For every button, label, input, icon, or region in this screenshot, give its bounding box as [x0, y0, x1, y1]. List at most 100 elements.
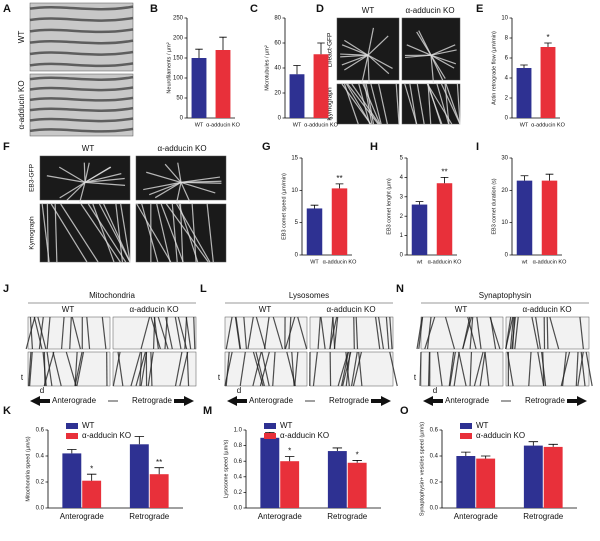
arrow-right	[371, 396, 391, 406]
bar	[215, 50, 231, 118]
y-tick-label: 0	[278, 116, 282, 122]
image-feature	[506, 351, 514, 387]
image-feature	[418, 316, 424, 350]
image-feature	[479, 351, 486, 387]
image-feature	[355, 316, 359, 350]
image-feature	[60, 203, 99, 263]
panel-title: Lysosomes	[289, 291, 329, 300]
panel-letter: O	[400, 405, 409, 417]
image-feature	[365, 83, 375, 125]
y-tick-label: 0.0	[234, 506, 243, 512]
image	[29, 2, 134, 72]
x-tick-label: wt	[416, 259, 423, 265]
image-feature	[84, 173, 122, 183]
image-feature	[66, 181, 86, 201]
error-bar	[415, 201, 424, 205]
image-feature	[430, 49, 457, 56]
image-feature	[180, 176, 221, 183]
image-feature	[370, 83, 382, 125]
y-axis-label: Mitochondria speed (µm/s)	[25, 436, 31, 501]
y-tick-label: 4	[400, 175, 404, 181]
y-tick-label: 0.0	[36, 506, 45, 512]
significance: *	[356, 451, 359, 460]
error-bar	[154, 467, 164, 475]
legend-label: α-adducin KO	[476, 431, 525, 440]
image-feature	[358, 83, 371, 125]
legend-swatch	[66, 423, 78, 429]
image-feature	[427, 83, 432, 125]
image-feature	[416, 316, 423, 350]
y-axis-label: EB3 comet speed (µm/min)	[281, 173, 287, 240]
y-tick-label: 0.4	[430, 454, 439, 460]
x-tick-label: wt	[521, 259, 528, 265]
image-feature	[351, 83, 380, 125]
x-tick-label: α-adducin KO	[531, 122, 565, 128]
image-feature	[535, 316, 542, 350]
image-feature	[473, 351, 484, 387]
image-feature	[288, 316, 292, 350]
image-feature	[448, 351, 455, 387]
y-tick-label: 0.2	[36, 480, 45, 486]
column-label: WT	[82, 144, 95, 153]
x-tick-label: α-adducin KO	[428, 259, 462, 265]
column-label: α-adducin KO	[157, 144, 206, 153]
x-tick-label: WT	[520, 122, 529, 128]
error-bar	[440, 177, 449, 184]
bar	[313, 54, 329, 118]
image-feature	[101, 316, 107, 350]
y-tick-label: 2	[400, 214, 404, 220]
image-feature	[427, 351, 431, 387]
image-feature	[512, 316, 516, 350]
image-feature	[385, 316, 390, 350]
image-feature	[185, 316, 192, 350]
image-feature	[180, 181, 216, 194]
y-tick-label: 30	[501, 156, 508, 162]
image-feature	[135, 351, 146, 387]
y-axis-label: Neurofilaments / µm²	[166, 42, 172, 93]
image-feature	[25, 316, 36, 350]
y-tick-label: 1	[400, 233, 404, 239]
error-bar	[219, 36, 227, 50]
significance: *	[90, 464, 93, 473]
image	[309, 351, 394, 387]
image-feature	[462, 316, 471, 350]
y-tick-label: 5	[295, 220, 299, 226]
image-feature	[103, 203, 131, 263]
column-label: WT	[259, 305, 272, 314]
image-feature	[152, 316, 156, 350]
image-feature	[312, 351, 318, 387]
error-bar	[528, 441, 539, 446]
image-feature	[29, 106, 134, 112]
error-bar	[293, 65, 301, 75]
image-feature	[80, 203, 121, 263]
y-tick-label: 0.0	[430, 506, 439, 512]
image-feature	[264, 316, 270, 350]
image-feature	[514, 316, 519, 350]
image-feature	[117, 351, 124, 387]
y-tick-label: 250	[173, 16, 184, 22]
image-feature	[136, 203, 172, 263]
image-feature	[29, 50, 134, 56]
y-tick-label: 4	[505, 76, 509, 82]
image-feature	[84, 177, 125, 183]
image-feature	[191, 203, 197, 263]
image-feature	[404, 54, 432, 59]
image-feature	[469, 316, 474, 350]
bar	[280, 461, 300, 508]
row-label: EB3-GFP	[29, 164, 36, 192]
column-label: α-adducin KO	[522, 305, 571, 314]
y-tick-label: 0.2	[234, 490, 243, 496]
y-axis-label: EB3 comet lenght (µm)	[386, 178, 392, 235]
image-feature	[84, 166, 112, 183]
x-tick-label: WT	[310, 259, 319, 265]
y-tick-label: 0.6	[430, 428, 439, 434]
axis-label: d	[237, 386, 241, 395]
image-feature	[255, 351, 266, 387]
image-feature	[430, 54, 455, 69]
panel-letter: E	[476, 3, 483, 15]
image-feature	[350, 351, 358, 387]
image-feature	[531, 316, 539, 350]
image-feature	[29, 62, 134, 68]
x-tick-label: α-adducin KO	[323, 259, 357, 265]
bar	[411, 204, 428, 255]
